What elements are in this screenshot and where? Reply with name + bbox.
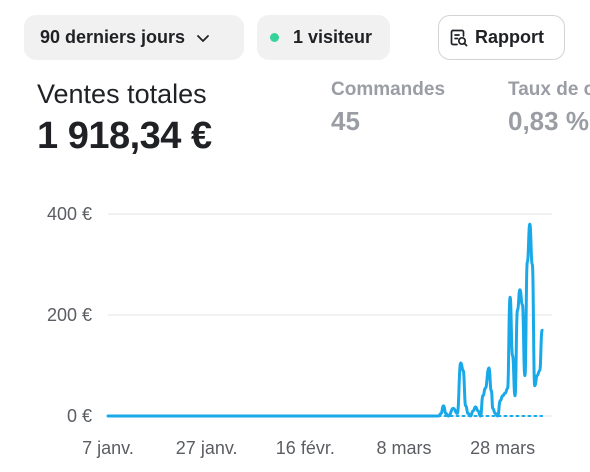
total-sales-value: 1 918,34 € (37, 115, 212, 157)
filter-bar: 90 derniers jours 1 visiteur Rapport (24, 15, 590, 61)
y-tick-label: 400 € (47, 204, 92, 224)
visitor-badge[interactable]: 1 visiteur (257, 15, 390, 60)
chevron-down-icon (195, 30, 211, 46)
sales-series-line (106, 222, 544, 418)
period-label: 90 derniers jours (40, 27, 186, 47)
x-tick-label: 7 janv. (82, 438, 134, 458)
orders-label[interactable]: Commandes (331, 79, 446, 100)
conversion-rate-value[interactable]: 0,83 % (508, 106, 589, 136)
y-tick-label: 200 € (47, 305, 92, 325)
x-tick-label: 28 mars (470, 438, 535, 458)
conversion-rate-label[interactable]: Taux de c (508, 79, 590, 100)
x-tick-label: 8 mars (376, 438, 431, 458)
y-tick-label: 0 € (67, 406, 92, 426)
report-search-icon (449, 28, 469, 48)
x-tick-label: 27 janv. (176, 438, 238, 458)
live-status-dot (270, 33, 279, 42)
sales-line-chart[interactable]: 400 € 200 € 0 € 7 janv. 27 janv. 16 févr. 8 ma… (0, 190, 590, 472)
report-label: Rapport (475, 27, 544, 47)
x-tick-label: 16 févr. (276, 438, 335, 458)
period-selector-button[interactable]: 90 derniers jours (24, 15, 244, 60)
total-sales-label: Ventes totales (37, 79, 207, 109)
visitor-label: 1 visiteur (293, 27, 373, 47)
report-button[interactable]: Rapport (438, 15, 565, 60)
orders-value[interactable]: 45 (331, 106, 360, 136)
